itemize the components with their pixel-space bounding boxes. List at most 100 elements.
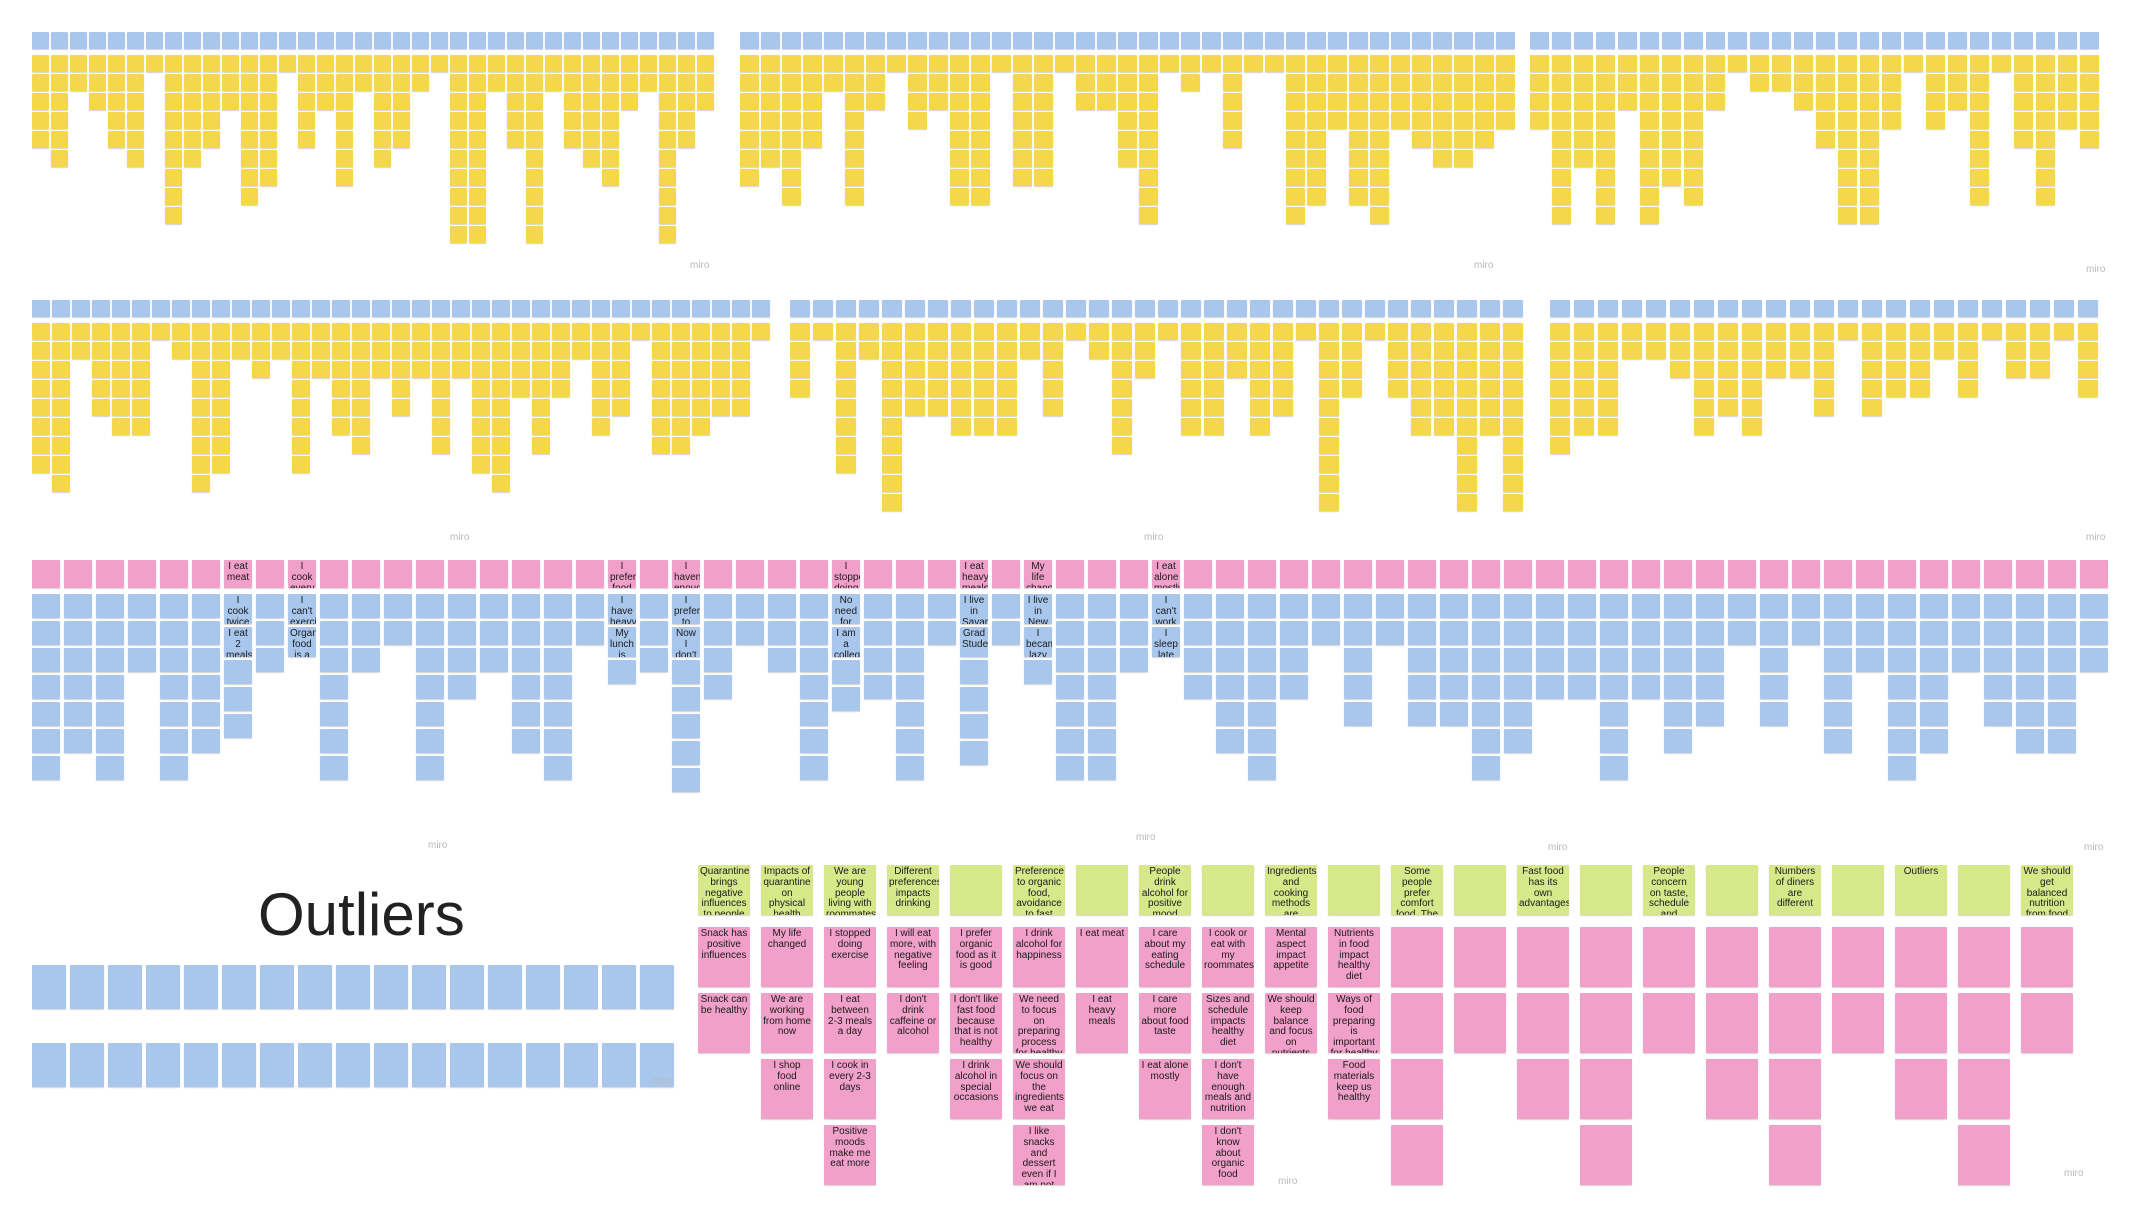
sticky-note[interactable]: [512, 675, 540, 699]
sticky-note[interactable]: [336, 965, 370, 1009]
sticky-note[interactable]: [1766, 300, 1786, 317]
sticky-note[interactable]: [971, 74, 990, 91]
sticky-note[interactable]: [859, 342, 879, 359]
sticky-note[interactable]: [1475, 32, 1494, 49]
sticky-note[interactable]: I care about my eating schedule: [1139, 927, 1191, 987]
sticky-note[interactable]: [1216, 702, 1244, 726]
sticky-note[interactable]: [908, 32, 927, 49]
sticky-note[interactable]: [1034, 169, 1053, 186]
sticky-note[interactable]: [1328, 93, 1347, 110]
sticky-note[interactable]: [1503, 342, 1523, 359]
sticky-note[interactable]: I drink alcohol for happiness: [1013, 927, 1065, 987]
sticky-note[interactable]: [1816, 32, 1835, 49]
sticky-note[interactable]: [450, 131, 467, 148]
sticky-note[interactable]: [1920, 729, 1948, 753]
sticky-note[interactable]: [1433, 55, 1452, 72]
sticky-note[interactable]: [2016, 648, 2044, 672]
sticky-note[interactable]: [374, 150, 391, 167]
sticky-note[interactable]: [1088, 756, 1116, 780]
sticky-note[interactable]: [1181, 300, 1201, 317]
sticky-note[interactable]: [416, 675, 444, 699]
sticky-note[interactable]: [488, 32, 505, 49]
sticky-note[interactable]: [1454, 32, 1473, 49]
sticky-note[interactable]: [1824, 702, 1852, 726]
sticky-note[interactable]: [1280, 560, 1308, 588]
sticky-note[interactable]: [232, 323, 250, 340]
sticky-note[interactable]: [1139, 131, 1158, 148]
sticky-note[interactable]: [512, 300, 530, 317]
sticky-note[interactable]: [1742, 399, 1762, 416]
sticky-note[interactable]: [146, 32, 163, 49]
sticky-note[interactable]: [632, 323, 650, 340]
sticky-note[interactable]: [332, 380, 350, 397]
sticky-note[interactable]: [412, 342, 430, 359]
sticky-note[interactable]: [1958, 361, 1978, 378]
sticky-note[interactable]: [1926, 112, 1945, 129]
sticky-note[interactable]: [1118, 32, 1137, 49]
sticky-note[interactable]: [1530, 93, 1549, 110]
sticky-note[interactable]: [672, 437, 690, 454]
sticky-note[interactable]: [1600, 648, 1628, 672]
sticky-note[interactable]: [292, 380, 310, 397]
sticky-note[interactable]: Organic food is a lamp word: [288, 627, 316, 657]
sticky-note[interactable]: [526, 965, 560, 1009]
sticky-note[interactable]: [1286, 112, 1305, 129]
sticky-note[interactable]: [1216, 648, 1244, 672]
sticky-note[interactable]: [332, 361, 350, 378]
sticky-note[interactable]: [317, 32, 334, 49]
sticky-note[interactable]: [469, 74, 486, 91]
sticky-note[interactable]: [1076, 74, 1095, 91]
sticky-note[interactable]: [1227, 300, 1247, 317]
sticky-note[interactable]: [1790, 361, 1810, 378]
sticky-note[interactable]: [1319, 399, 1339, 416]
sticky-note[interactable]: [1970, 93, 1989, 110]
sticky-note[interactable]: [2078, 323, 2098, 340]
sticky-note[interactable]: [1034, 74, 1053, 91]
sticky-note[interactable]: [32, 965, 66, 1009]
sticky-note[interactable]: [2078, 300, 2098, 317]
sticky-note[interactable]: [544, 594, 572, 618]
sticky-note[interactable]: [70, 74, 87, 91]
sticky-note[interactable]: [1838, 150, 1857, 167]
sticky-note[interactable]: [1530, 74, 1549, 91]
sticky-note[interactable]: [1344, 702, 1372, 726]
sticky-note[interactable]: [450, 188, 467, 205]
sticky-note[interactable]: [184, 32, 201, 49]
sticky-note[interactable]: [96, 729, 124, 753]
sticky-note[interactable]: [1411, 323, 1431, 340]
sticky-note[interactable]: [2030, 300, 2050, 317]
sticky-note[interactable]: [697, 74, 714, 91]
sticky-note[interactable]: [2048, 648, 2076, 672]
sticky-note[interactable]: [672, 687, 700, 711]
sticky-note[interactable]: My lunch is light: [608, 627, 636, 657]
sticky-note[interactable]: [1286, 131, 1305, 148]
sticky-note[interactable]: [1982, 300, 2002, 317]
sticky-note[interactable]: [1411, 380, 1431, 397]
sticky-note[interactable]: [1475, 74, 1494, 91]
sticky-note[interactable]: [298, 55, 315, 72]
sticky-note[interactable]: [51, 32, 68, 49]
sticky-note[interactable]: [1434, 361, 1454, 378]
sticky-note[interactable]: [374, 93, 391, 110]
sticky-note[interactable]: [431, 32, 448, 49]
sticky-note[interactable]: [1742, 380, 1762, 397]
sticky-note[interactable]: [782, 188, 801, 205]
sticky-note[interactable]: [2006, 342, 2026, 359]
sticky-note[interactable]: [492, 380, 510, 397]
sticky-note[interactable]: [768, 648, 796, 672]
sticky-note[interactable]: [1504, 648, 1532, 672]
sticky-note[interactable]: [192, 399, 210, 416]
sticky-note[interactable]: [736, 621, 764, 645]
sticky-note[interactable]: [132, 380, 150, 397]
sticky-note[interactable]: [1926, 32, 1945, 49]
sticky-note[interactable]: [1552, 93, 1571, 110]
sticky-note[interactable]: [469, 32, 486, 49]
sticky-note[interactable]: [640, 594, 668, 618]
sticky-note[interactable]: [112, 300, 130, 317]
sticky-note[interactable]: [1034, 112, 1053, 129]
sticky-note[interactable]: [51, 93, 68, 110]
sticky-note[interactable]: [1411, 361, 1431, 378]
sticky-note[interactable]: [1970, 32, 1989, 49]
sticky-note[interactable]: [1910, 300, 1930, 317]
sticky-note[interactable]: [2048, 560, 2076, 588]
